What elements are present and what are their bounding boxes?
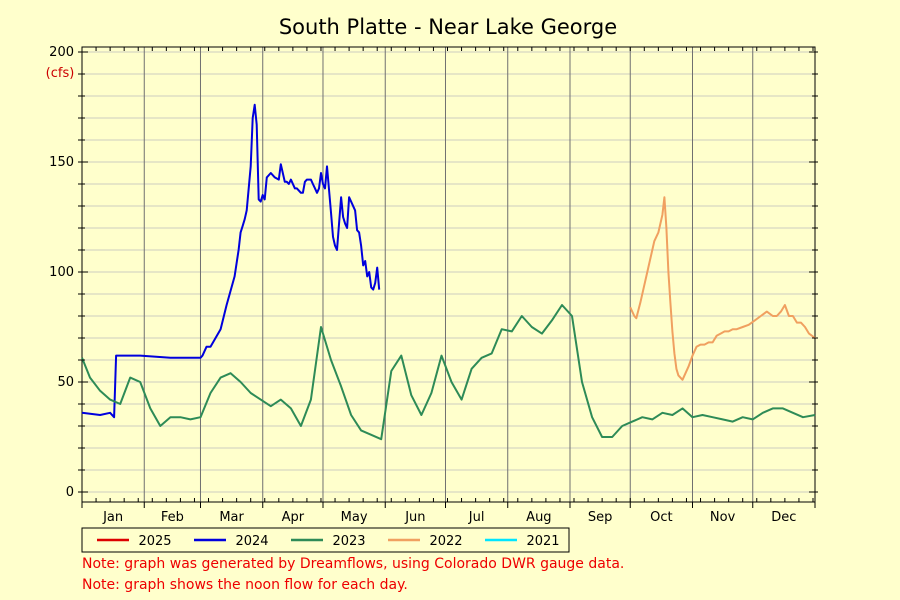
y-tick-label: 100 [49,265,74,280]
x-tick-label-jul: Jul [468,510,485,525]
series-line-2023 [81,304,816,441]
legend-label-2025: 2025 [138,534,171,549]
y-tick-label: 0 [66,485,74,500]
series-line-2024 [81,103,381,419]
x-tick-label-sep: Sep [588,510,613,525]
y-tick-label: 150 [49,155,74,170]
plot-border [81,46,816,503]
note-source: Note: graph was generated by Dreamflows,… [82,556,625,572]
legend: 2025 2024 2023 2022 2021 [81,527,570,553]
x-tick-label-jun: Jun [404,510,425,525]
x-tick-label-oct: Oct [650,510,672,525]
legend-label-2021: 2021 [526,534,559,549]
legend-label-2022: 2022 [429,534,462,549]
x-tick-label-dec: Dec [771,510,796,525]
x-tick-label-aug: Aug [526,510,551,525]
x-tick-label-mar: Mar [219,510,244,525]
series-line-2022 [629,196,816,381]
y-tick-label: 50 [57,375,74,390]
x-tick-label-feb: Feb [161,510,184,525]
x-tick-label-nov: Nov [710,510,736,525]
plot-area [82,47,815,502]
legend-label-2024: 2024 [235,534,268,549]
y-axis-unit-label: (cfs) [46,66,75,81]
legend-label-2023: 2023 [332,534,365,549]
chart-title: South Platte - Near Lake George [279,15,617,39]
x-tick-label-jan: Jan [102,510,123,525]
note-noon-flow: Note: graph shows the noon flow for each… [82,577,408,593]
x-tick-label-apr: Apr [282,510,305,525]
y-tick-label: 200 [49,45,74,60]
x-tick-label-may: May [341,510,368,525]
